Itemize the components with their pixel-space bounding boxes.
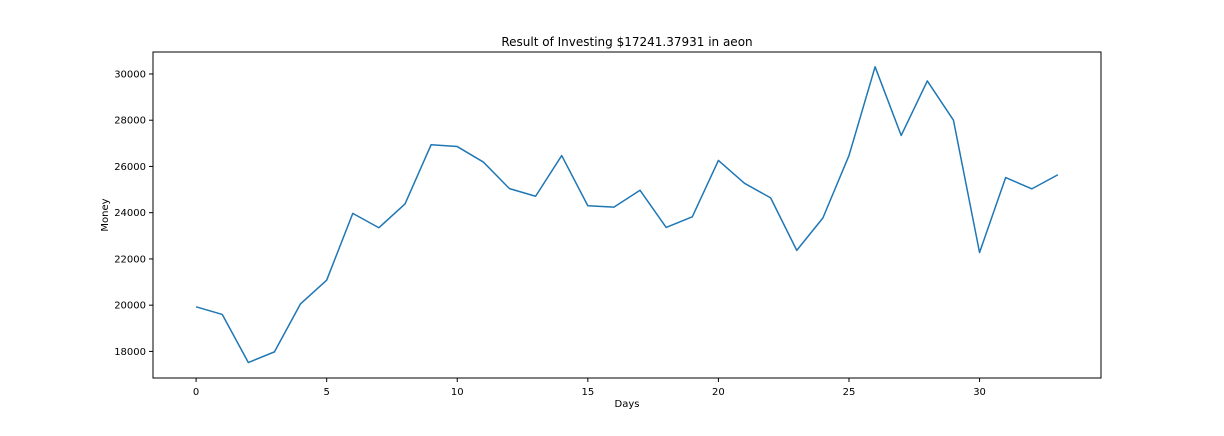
series-line [195, 66, 1059, 364]
axes-frame [152, 51, 1102, 379]
y-tick-label: 20000 [114, 301, 146, 312]
x-tick-label: 5 [323, 387, 329, 398]
y-tick-label: 30000 [114, 69, 146, 80]
chart-title: Result of Investing $17241.37931 in aeon [501, 35, 752, 49]
y-axis-label: Money [100, 198, 111, 231]
y-tick-label: 28000 [114, 116, 146, 127]
y-tick-label: 26000 [114, 162, 146, 173]
y-tick-label: 18000 [114, 347, 146, 358]
x-tick-label: 25 [843, 387, 856, 398]
x-tick-label: 0 [193, 387, 199, 398]
y-axis: 18000 20000 22000 24000 26000 28000 30000 [114, 69, 153, 358]
y-tick-label: 24000 [114, 208, 146, 219]
x-tick-label: 10 [451, 387, 464, 398]
x-tick-label: 30 [973, 387, 986, 398]
x-tick-label: 15 [581, 387, 594, 398]
y-tick-label: 22000 [114, 254, 146, 265]
x-axis-label: Days [615, 399, 640, 410]
series-layer [195, 66, 1059, 364]
x-axis: 0 5 10 15 20 25 30 [193, 378, 986, 398]
x-tick-label: 20 [712, 387, 725, 398]
